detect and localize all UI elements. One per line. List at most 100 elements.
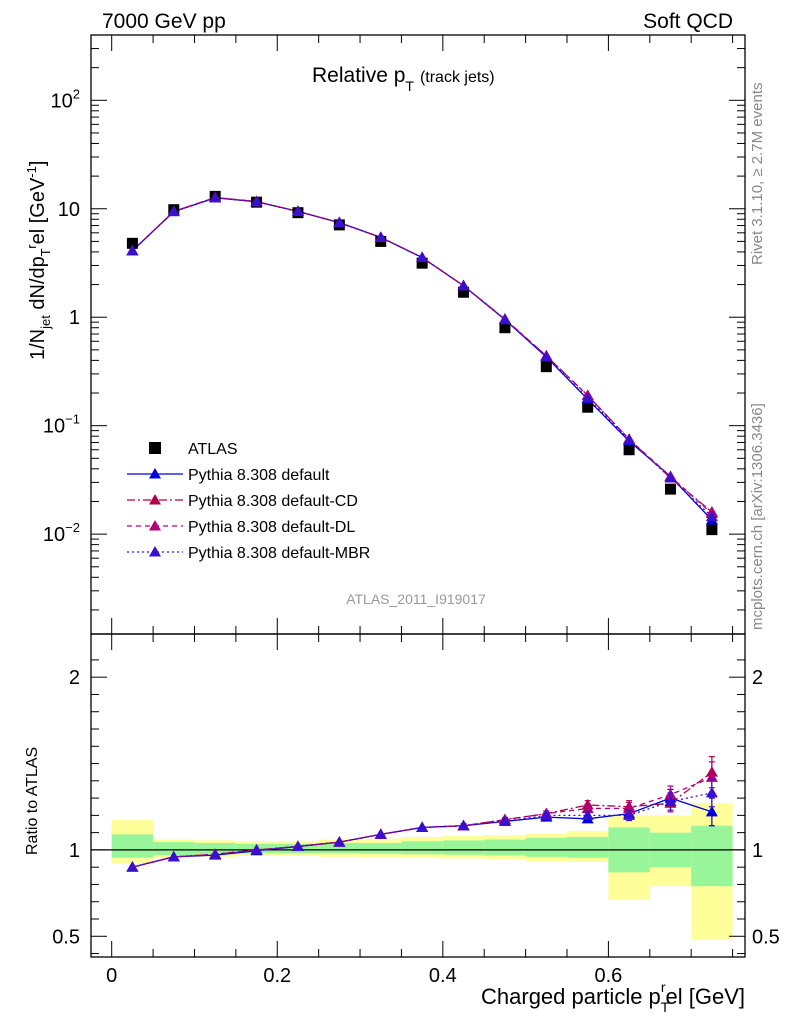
- mc-point: [209, 191, 222, 203]
- y-tick-label-right: 0.5: [752, 926, 780, 948]
- band-stat: [111, 834, 154, 858]
- title-main: Relative p: [312, 64, 405, 87]
- y-tick-label: 2: [69, 667, 80, 689]
- x-axis-label: Charged particle pTrel [GeV]: [481, 979, 745, 1015]
- legend-label: ATLAS: [188, 441, 238, 458]
- svg-text:Relative pT(track jets): Relative pT (track jets): [312, 64, 495, 94]
- mc-point: [374, 231, 387, 242]
- ratio-point: [705, 786, 718, 798]
- y-tick-label: 1: [69, 307, 80, 329]
- y-tick-label: 0.5: [52, 926, 80, 948]
- mc-point: [333, 216, 346, 228]
- ratio-point: [664, 795, 677, 807]
- xlabel-sub: T: [661, 999, 670, 1015]
- y-tick-label: 1: [69, 840, 80, 862]
- ratio-panel: 0 0.2 0.4 0.6 0.5 0.5 1 1 2 2: [52, 633, 780, 987]
- header-right: Soft QCD: [643, 10, 733, 33]
- ratio-point: [581, 809, 594, 820]
- ratio-point: [333, 836, 346, 847]
- ratio-point: [209, 848, 222, 860]
- atlas-point: [126, 237, 138, 249]
- ratio-point: [581, 802, 594, 813]
- atlas-point: [623, 444, 635, 456]
- x-tick-label: 0.6: [594, 965, 622, 987]
- band-stat: [153, 842, 195, 856]
- mc-point: [416, 251, 429, 263]
- svg-text:Charged particle pTrel [GeV]: Charged particle pTrel [GeV]: [481, 979, 745, 1015]
- mc-point: [457, 279, 470, 291]
- mc-point: [498, 313, 511, 325]
- x-tick-label: 0.4: [429, 965, 457, 987]
- atlas-point: [706, 524, 718, 536]
- x-tick-label: 0.2: [263, 965, 291, 987]
- y-tick-label-right: 1: [752, 840, 763, 862]
- legend-label: Pythia 8.308 default-MBR: [188, 545, 370, 562]
- mc-point: [291, 205, 304, 216]
- ratio-point: [623, 809, 636, 820]
- main-y-label: 1/Njet dN/dpTrel [GeV-1]: [24, 161, 53, 360]
- band-stat: [484, 839, 526, 856]
- title-sub: T: [405, 78, 414, 94]
- xlabel-main: Charged particle p: [481, 984, 661, 1009]
- ratio-point: [291, 840, 304, 851]
- y-tick-label: 102: [51, 86, 80, 112]
- ratio-point: [167, 850, 180, 862]
- mc-point: [250, 195, 263, 207]
- mcplots-label: mcplots.cern.ch [arXiv:1306.3436]: [749, 403, 766, 630]
- atlas-point: [416, 257, 428, 269]
- atlas-point: [540, 361, 552, 373]
- mc-point: [581, 391, 594, 403]
- analysis-tag: ATLAS_2011_I919017: [346, 591, 486, 607]
- xlabel-sup: r: [661, 979, 666, 995]
- legend-marker: [149, 494, 161, 505]
- ratio-point: [250, 844, 263, 855]
- ratio-point: [540, 809, 553, 820]
- legend-marker: [149, 468, 161, 479]
- legend-label: Pythia 8.308 default-DL: [188, 519, 355, 536]
- band-stat: [318, 843, 361, 854]
- ratio-point: [416, 821, 429, 832]
- mc-point: [705, 510, 718, 522]
- rivet-label: Rivet 3.1.10, ≥ 2.7M events: [749, 83, 766, 266]
- main-title: Relative pT (track jets): [312, 64, 495, 94]
- ratio-point: [374, 828, 387, 839]
- mc-point: [540, 350, 553, 362]
- y-tick-label: 10: [58, 199, 80, 221]
- atlas-point: [499, 322, 511, 334]
- band-stat: [691, 825, 733, 887]
- y-tick-label-right: 2: [752, 667, 763, 689]
- y-tick-label: 10−2: [43, 520, 80, 546]
- band-stat: [442, 840, 485, 855]
- svg-text:1/Njet dN/dpTrel [GeV-1]: 1/Njet dN/dpTrel [GeV-1]: [24, 161, 53, 360]
- ratio-line: [132, 792, 713, 868]
- main-panel: 10−2 10−1 1 10 102 ATLAS Pythia 8.308 default P…: [43, 34, 746, 635]
- mc-point: [126, 244, 139, 256]
- header-left: 7000 GeV pp: [102, 10, 226, 33]
- series-line: [131, 196, 713, 513]
- ratio-point: [498, 815, 511, 826]
- x-tick-label: 0: [106, 965, 117, 987]
- mc-point: [623, 433, 636, 445]
- legend-marker: [149, 520, 161, 531]
- xlabel-suffix: el [GeV]: [666, 984, 745, 1009]
- ratio-y-label: Ratio to ATLAS: [24, 747, 41, 855]
- band-stat: [567, 836, 609, 858]
- legend-label: Pythia 8.308 default-CD: [188, 493, 358, 510]
- legend-label: Pythia 8.308 default: [188, 467, 330, 484]
- title-suffix: (track jets): [420, 69, 495, 86]
- legend-marker: [149, 442, 161, 454]
- ratio-point: [126, 861, 139, 872]
- legend-marker: [149, 546, 161, 557]
- atlas-point: [664, 483, 676, 495]
- mc-point: [167, 205, 180, 217]
- band-stat: [525, 837, 568, 857]
- band-stat: [360, 843, 402, 854]
- y-tick-label: 10−1: [43, 412, 80, 438]
- ratio-point: [457, 819, 470, 831]
- ratio-frame: [90, 633, 746, 958]
- ratio-point: [705, 805, 718, 817]
- atlas-point: [582, 401, 594, 413]
- band-stat: [401, 841, 443, 855]
- atlas-point: [458, 286, 470, 298]
